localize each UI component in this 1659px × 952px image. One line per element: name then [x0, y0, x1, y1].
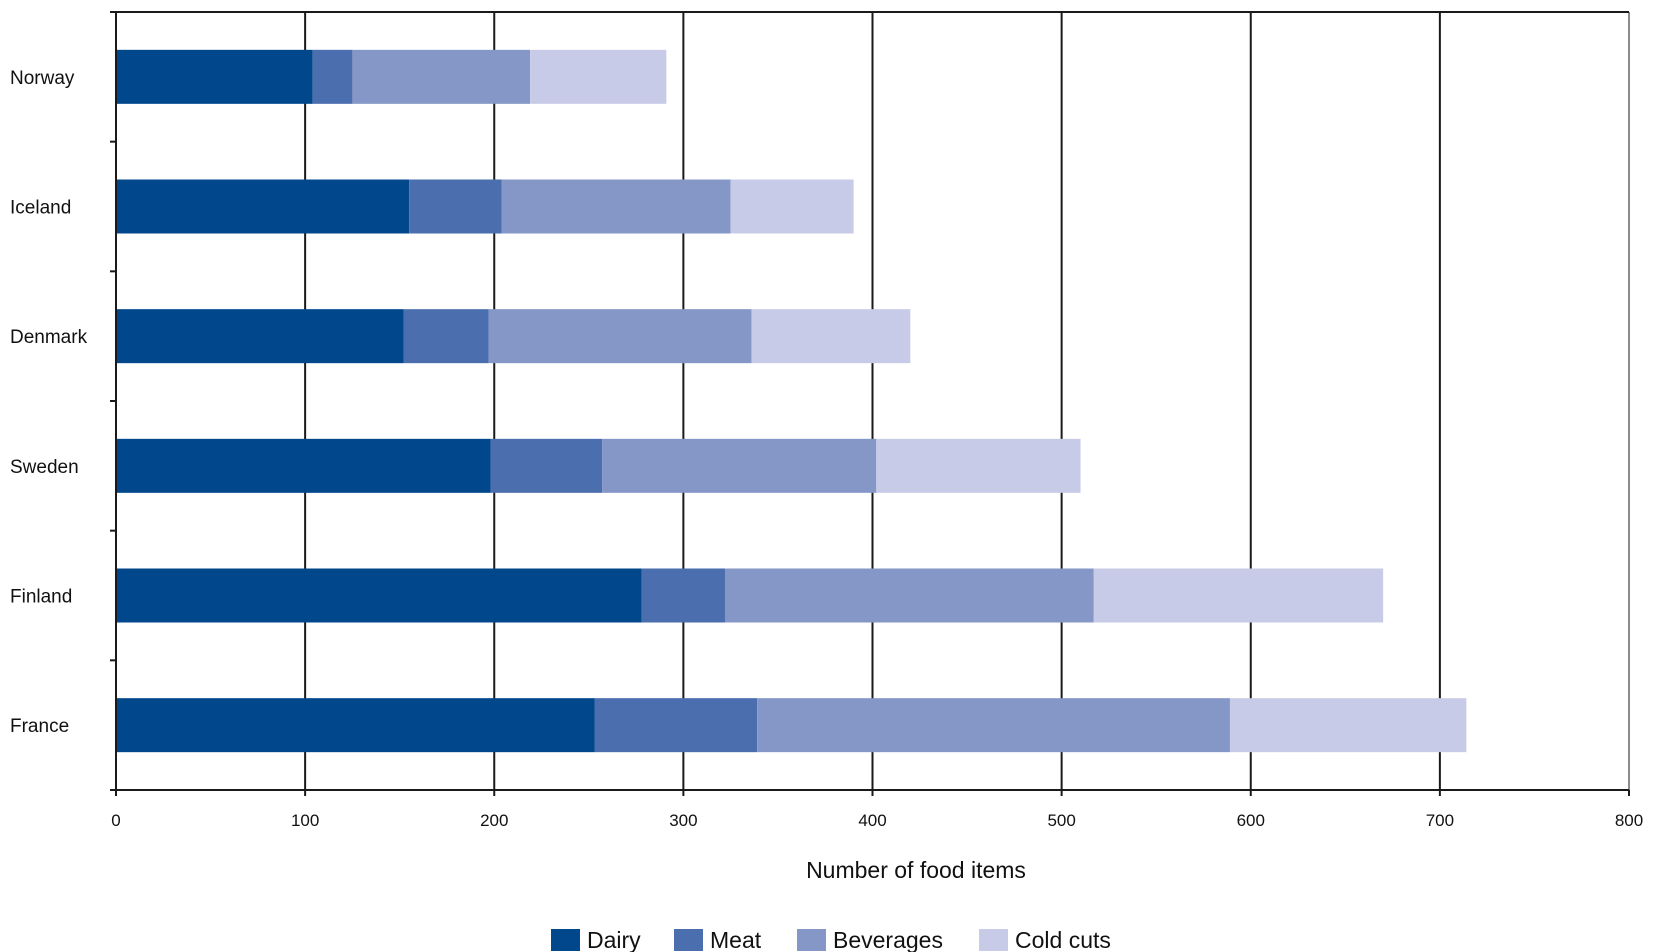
x-tick-labels: 0 100 200 300 400 500 600 700 800: [111, 811, 1643, 830]
bar-france-meat: [594, 698, 758, 753]
bar-denmark-cold-cuts: [751, 309, 911, 364]
x-tick-label-0: 0: [111, 811, 120, 830]
bar-france-dairy: [116, 698, 595, 753]
category-label-norway: Norway: [10, 68, 75, 89]
category-label-france: France: [10, 716, 69, 737]
legend-label-meat: Meat: [710, 927, 762, 952]
bar-sweden-cold-cuts: [876, 438, 1081, 493]
bars: [116, 49, 1467, 753]
bar-norway-cold-cuts: [530, 49, 667, 104]
bar-france-cold-cuts: [1229, 698, 1467, 753]
bar-iceland-dairy: [116, 179, 410, 234]
x-tick-label-800: 800: [1615, 811, 1643, 830]
legend-swatch-dairy: [551, 929, 580, 951]
legend-swatch-meat: [674, 929, 703, 951]
bar-finland-cold-cuts: [1093, 568, 1384, 623]
bar-denmark-meat: [403, 309, 489, 364]
x-tick-label-600: 600: [1237, 811, 1265, 830]
category-label-sweden: Sweden: [10, 457, 79, 478]
bar-iceland-cold-cuts: [730, 179, 854, 234]
x-tick-label-200: 200: [480, 811, 508, 830]
category-label-finland: Finland: [10, 587, 72, 608]
legend-label-dairy: Dairy: [587, 927, 641, 952]
x-tick-label-500: 500: [1047, 811, 1075, 830]
bar-finland-dairy: [116, 568, 642, 623]
bar-france-beverages: [757, 698, 1230, 753]
legend-label-beverages: Beverages: [833, 927, 943, 952]
x-tick-label-300: 300: [669, 811, 697, 830]
bar-denmark-beverages: [488, 309, 752, 364]
x-tick-label-100: 100: [291, 811, 319, 830]
bar-norway-beverages: [352, 49, 531, 104]
category-label-denmark: Denmark: [10, 327, 88, 348]
legend: Dairy Meat Beverages Cold cuts: [551, 927, 1111, 952]
legend-label-cold-cuts: Cold cuts: [1015, 927, 1111, 952]
bar-sweden-meat: [490, 438, 603, 493]
gridlines: [115, 12, 1630, 790]
legend-swatch-cold-cuts: [979, 929, 1008, 951]
bar-denmark-dairy: [116, 309, 404, 364]
bar-norway-meat: [312, 49, 353, 104]
bar-norway-dairy: [116, 49, 313, 104]
x-axis-title: Number of food items: [806, 857, 1026, 883]
bar-finland-beverages: [724, 568, 1094, 623]
bar-iceland-beverages: [501, 179, 731, 234]
category-labels: Norway Iceland Denmark Sweden Finland France: [10, 68, 88, 737]
bar-sweden-beverages: [602, 438, 877, 493]
bar-sweden-dairy: [116, 438, 491, 493]
legend-swatch-beverages: [797, 929, 826, 951]
axes: [110, 11, 1630, 796]
bar-iceland-meat: [409, 179, 502, 234]
category-label-iceland: Iceland: [10, 198, 71, 219]
bar-finland-meat: [641, 568, 725, 623]
x-tick-label-700: 700: [1426, 811, 1454, 830]
x-tick-label-400: 400: [858, 811, 886, 830]
